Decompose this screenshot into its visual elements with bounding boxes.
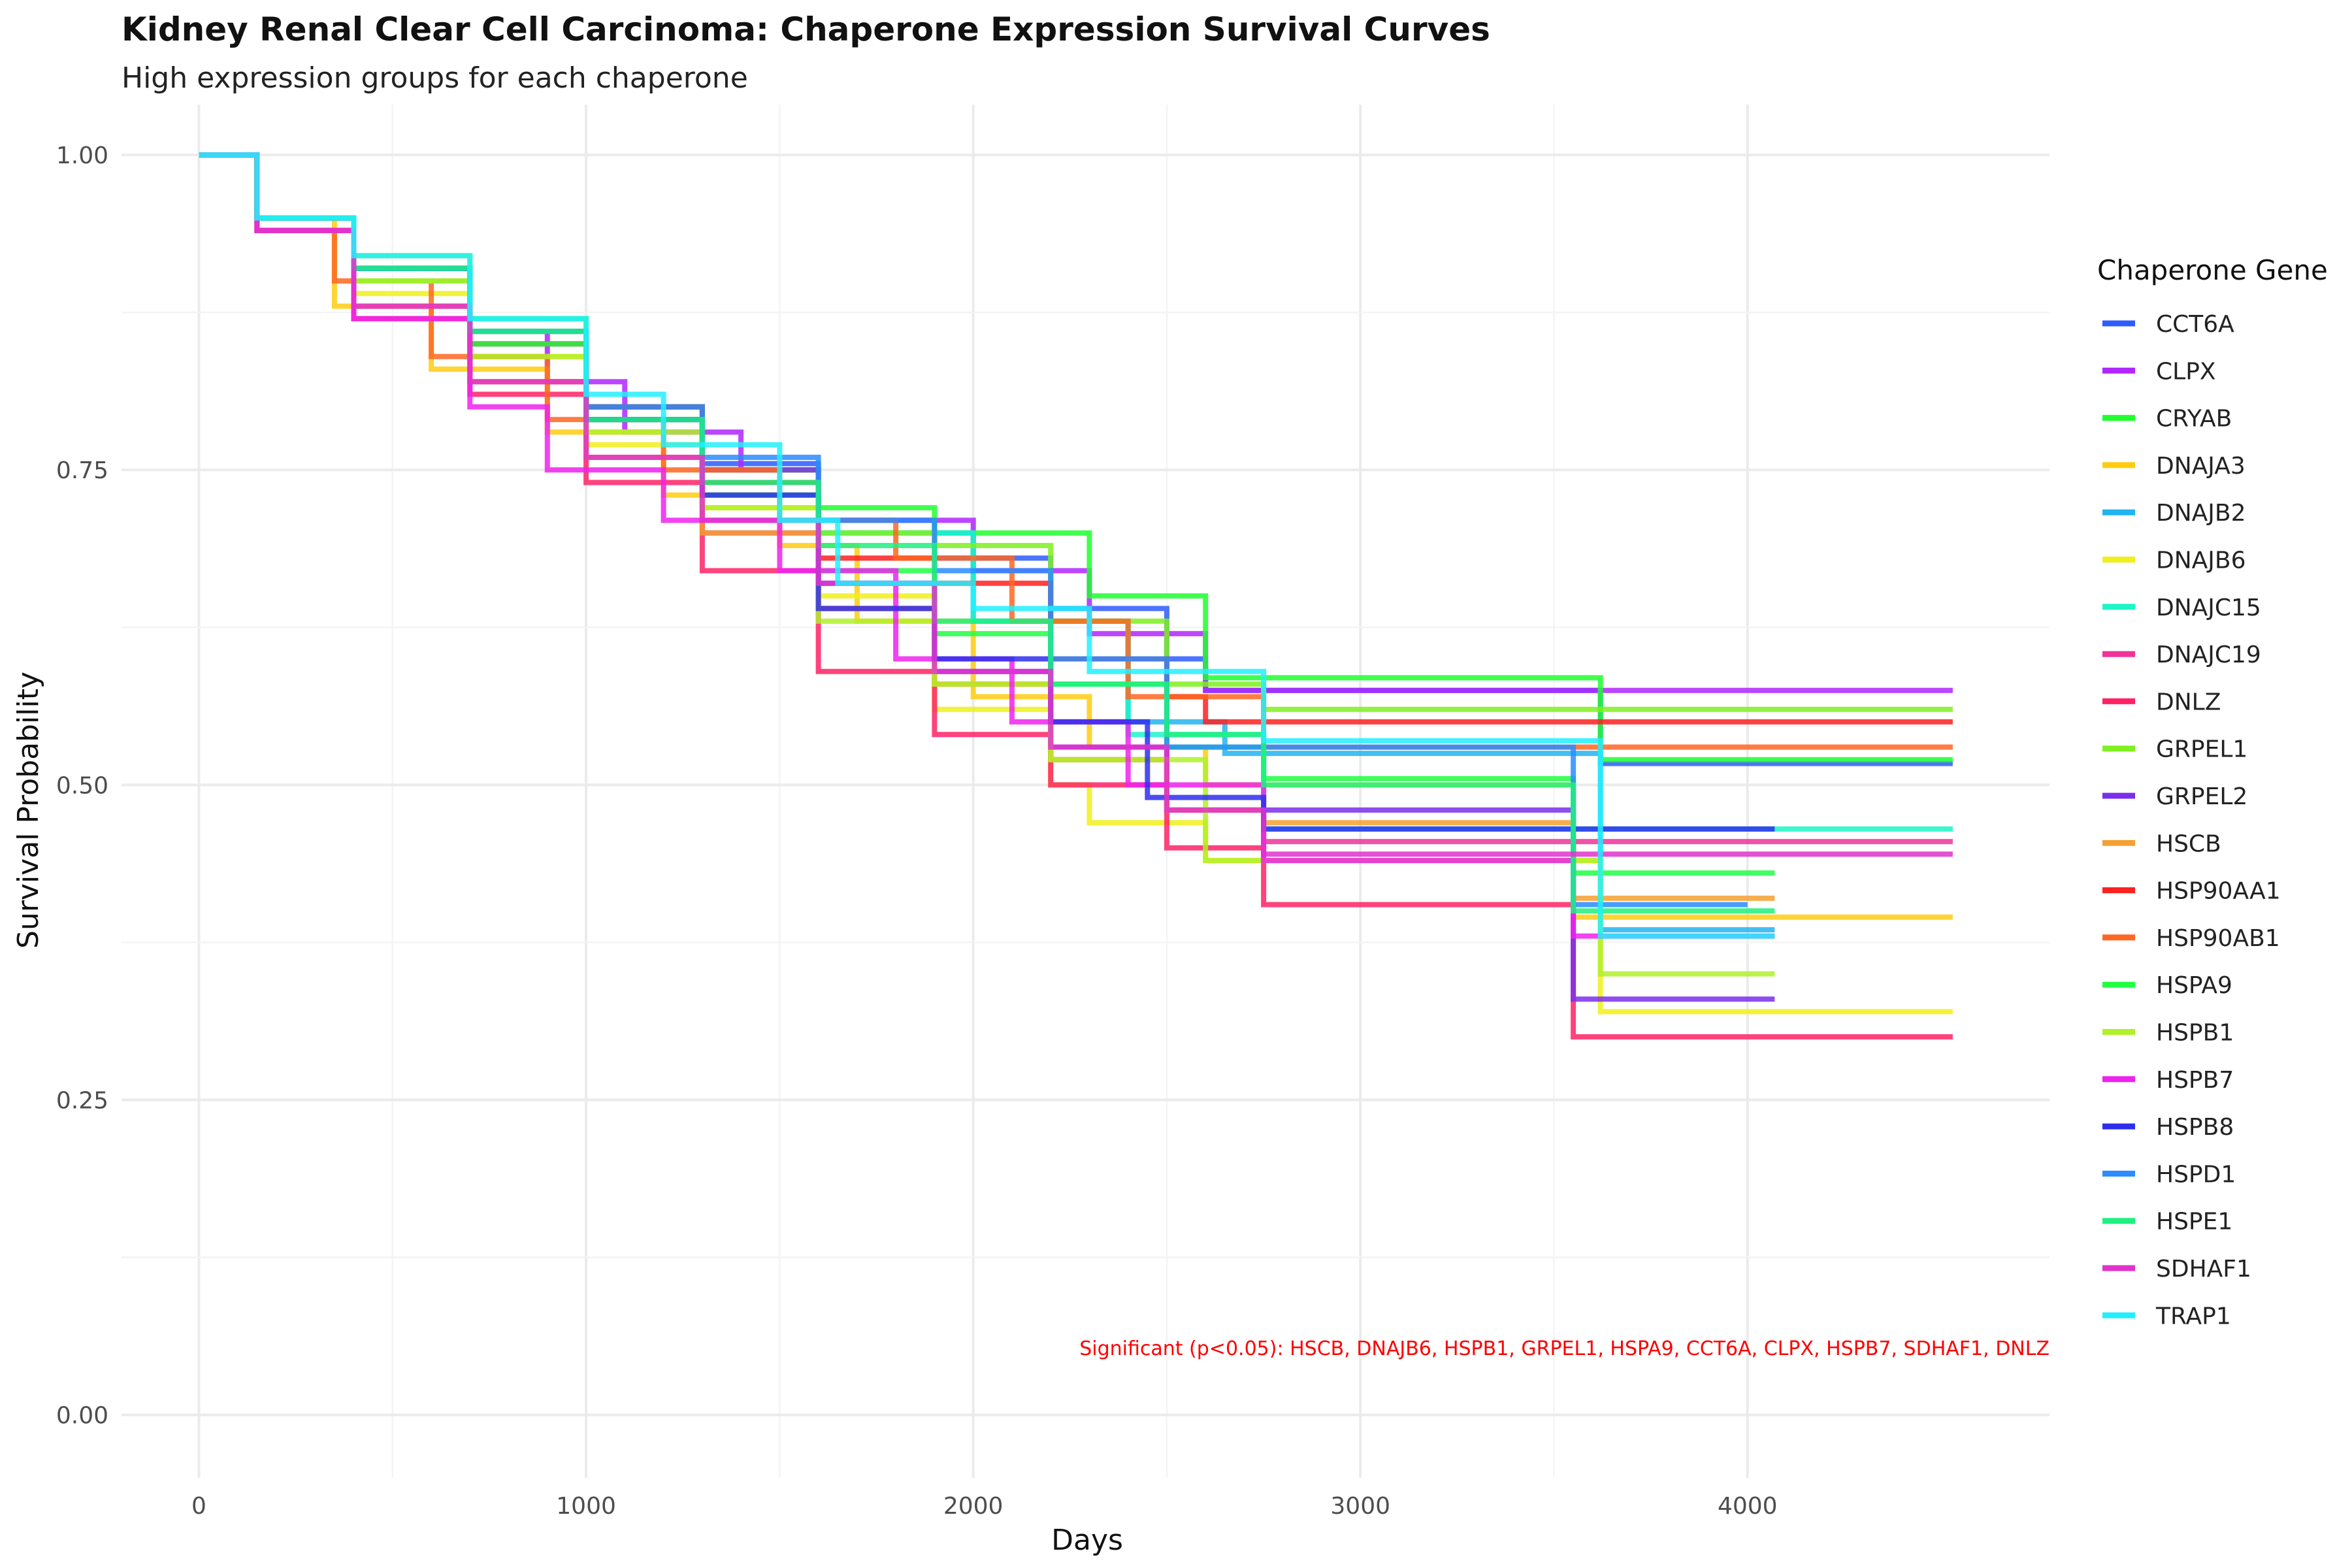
legend-label-dnajb6: DNAJB6 xyxy=(2156,547,2246,574)
y-axis-ticks: 0.00 0.25 0.50 0.75 1.00 xyxy=(56,142,108,1429)
legend-label-hsp90aa1: HSP90AA1 xyxy=(2156,878,2281,905)
curve-hsp90aa1 xyxy=(199,152,1953,725)
legend-label-cct6a: CCT6A xyxy=(2156,311,2234,338)
legend-label-trap1: TRAP1 xyxy=(2155,1303,2231,1330)
curve-hspb1 xyxy=(199,152,1775,977)
y-tick-label: 0.00 xyxy=(56,1403,108,1429)
curve-cryab xyxy=(199,152,1953,762)
y-axis-title: Survival Probability xyxy=(12,672,45,949)
legend-label-grpel2: GRPEL2 xyxy=(2156,783,2247,810)
x-axis-title: Days xyxy=(1051,1524,1123,1557)
y-tick-label: 0.50 xyxy=(56,772,108,799)
y-tick-label: 0.25 xyxy=(56,1087,108,1114)
x-tick-label: 1000 xyxy=(556,1493,616,1520)
legend-title: Chaperone Gene xyxy=(2097,254,2328,286)
x-axis-ticks: 0 1000 2000 3000 4000 xyxy=(191,1493,1778,1520)
legend-label-hscb: HSCB xyxy=(2156,830,2221,857)
legend-label-cryab: CRYAB xyxy=(2156,406,2232,433)
x-tick-label: 0 xyxy=(191,1493,206,1520)
curve-dnajb2 xyxy=(199,152,1775,933)
legend-label-clpx: CLPX xyxy=(2156,358,2216,385)
legend-label-dnlz: DNLZ xyxy=(2156,689,2221,715)
x-tick-label: 2000 xyxy=(943,1493,1004,1520)
legend-label-hspd1: HSPD1 xyxy=(2156,1161,2236,1188)
legend: CCT6A CLPX CRYAB DNAJA3 DNAJB2 DNAJB6 DNAJC15 D… xyxy=(2102,311,2281,1330)
curve-cct6a xyxy=(199,152,1953,766)
x-tick-label: 3000 xyxy=(1330,1493,1390,1520)
legend-label-hspb1: HSPB1 xyxy=(2156,1020,2234,1047)
legend-label-dnaja3: DNAJA3 xyxy=(2156,453,2246,480)
legend-label-dnajc15: DNAJC15 xyxy=(2156,595,2261,621)
curve-hspa9 xyxy=(199,152,1775,876)
y-tick-label: 0.75 xyxy=(56,457,108,484)
x-tick-label: 4000 xyxy=(1718,1493,1778,1520)
legend-label-hsp90ab1: HSP90AB1 xyxy=(2156,925,2280,952)
curve-sdhaf1 xyxy=(199,152,1953,857)
legend-label-sdhaf1: SDHAF1 xyxy=(2156,1256,2251,1282)
y-tick-label: 1.00 xyxy=(56,142,108,169)
survival-curves xyxy=(199,152,1953,1039)
legend-label-hspa9: HSPA9 xyxy=(2156,972,2232,999)
legend-label-hspb7: HSPB7 xyxy=(2156,1067,2234,1094)
chart-subtitle: High expression groups for each chaperon… xyxy=(122,61,748,95)
legend-label-dnajc19: DNAJC19 xyxy=(2156,642,2261,668)
curve-trap1 xyxy=(199,152,1775,939)
legend-label-grpel1: GRPEL1 xyxy=(2156,736,2247,763)
chart-title: Kidney Renal Clear Cell Carcinoma: Chape… xyxy=(122,10,1490,48)
grid-lines xyxy=(122,105,2050,1478)
significance-annotation: Significant (p<0.05): HSCB, DNAJB6, HSPB… xyxy=(1079,1337,2050,1360)
legend-label-hspe1: HSPE1 xyxy=(2156,1209,2232,1235)
legend-label-dnajb2: DNAJB2 xyxy=(2156,500,2246,527)
legend-label-hspb8: HSPB8 xyxy=(2156,1114,2234,1141)
curve-grpel1 xyxy=(199,152,1953,712)
